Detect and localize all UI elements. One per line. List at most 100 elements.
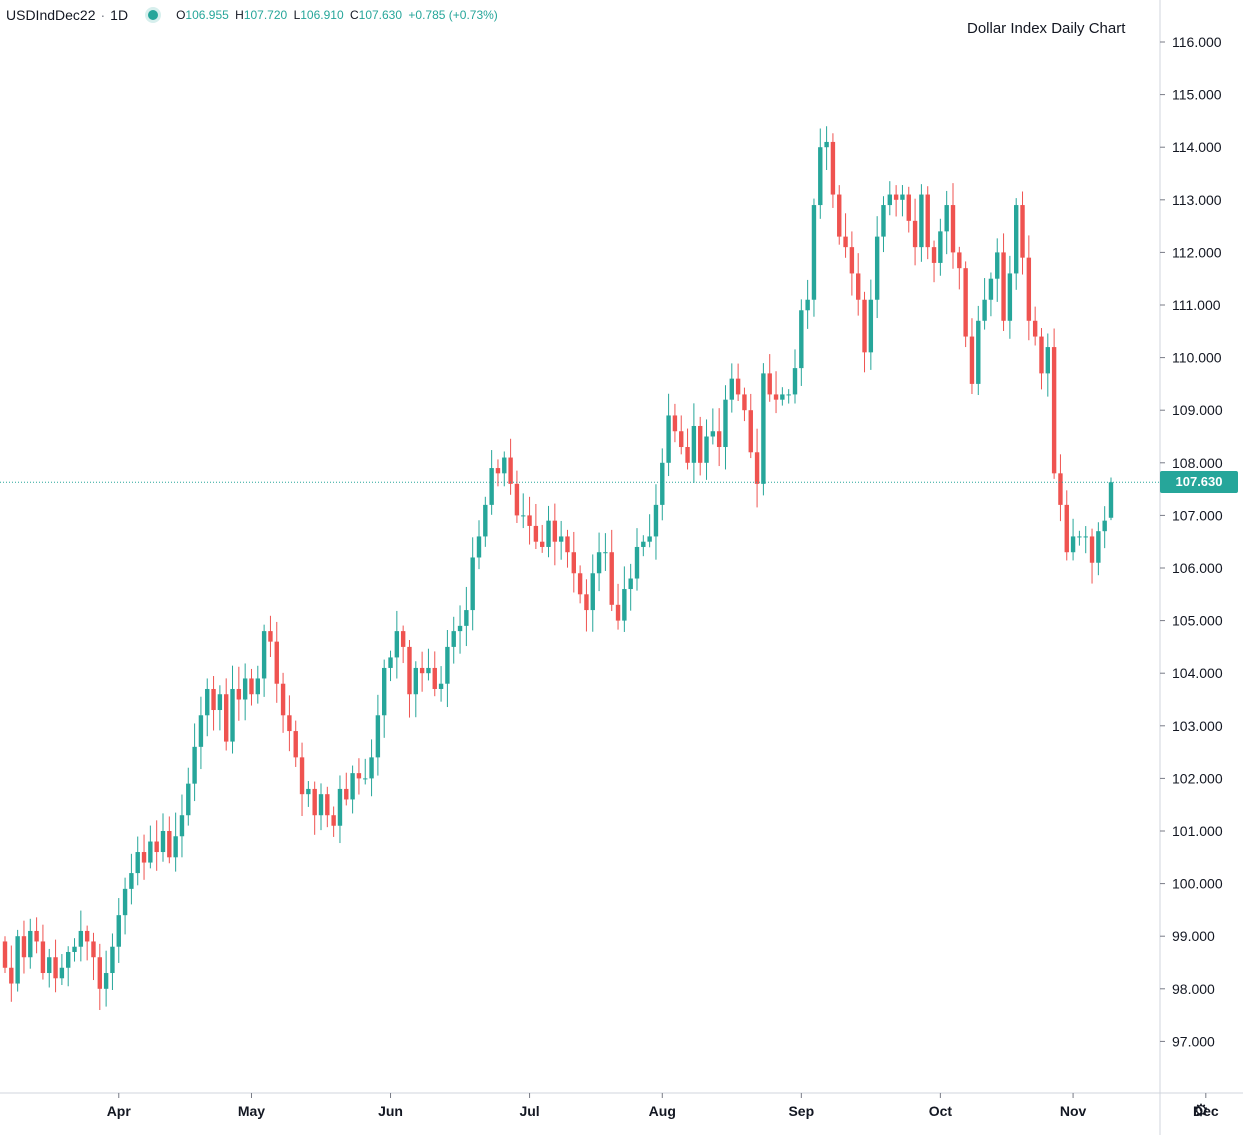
x-tick-label: Oct [929,1103,953,1119]
candle-body [767,373,772,395]
symbol-label[interactable]: USDIndDec22 [6,7,96,23]
candle-body [748,410,753,453]
candle-body [881,205,886,237]
candle-body [400,631,406,647]
candle-body [154,841,159,853]
gear-icon[interactable]: ⚙ [1193,1101,1209,1120]
candle-body [325,794,330,816]
candle-body [141,852,147,863]
candle-body [59,967,65,979]
separator: · [100,7,106,23]
candle-body [944,205,949,232]
candle-body [805,299,810,311]
candle-body [438,683,444,689]
candle-body [53,957,58,979]
candle-body [584,594,589,611]
candle-body [445,646,450,684]
candle-body [495,468,501,474]
candle-body [982,299,987,321]
y-tick-label: 111.000 [1172,297,1221,313]
candle-body [666,415,671,463]
candle-body [337,788,343,826]
candle-body [660,462,665,505]
x-tick-label: May [238,1103,265,1119]
candle-body [704,436,709,463]
candle-body [912,220,918,248]
candle-body [230,688,235,742]
candle-body [344,788,349,800]
candle-body [9,967,14,984]
y-tick-label: 98.000 [1172,981,1215,997]
close-label: C [349,8,359,22]
candle-body [919,194,924,248]
candle-body [179,815,185,837]
candle-body [969,336,975,384]
candle-body [502,457,507,474]
candle-body [242,678,248,700]
candle-body [647,536,652,542]
candle-body [1026,257,1032,321]
candle-body [1058,473,1063,505]
candle-body [331,815,336,826]
candle-body [508,457,513,484]
candle-body [1083,536,1088,538]
candle-body [571,552,576,574]
candle-body [691,425,697,463]
interval-label[interactable]: 1D [110,7,129,23]
candle-body [634,546,640,579]
candle-body [856,273,861,300]
x-tick-label: Jul [519,1103,539,1119]
candle-body [761,373,766,484]
candle-body [521,515,526,517]
candle-body [874,236,880,300]
candle-body [963,268,968,337]
candle-body [413,667,418,695]
last-price-label: 107.630 [1160,471,1238,494]
candle-body [274,641,279,684]
low-label: L [293,8,301,22]
candle-body [780,394,785,400]
x-tick-label: Dec [1193,1103,1219,1119]
candle-body [148,841,153,863]
candle-body [293,731,298,758]
y-tick-label: 108.000 [1172,455,1223,471]
candle-body [596,552,602,574]
candle-body [318,794,324,816]
candle-body [830,141,836,195]
candle-body [72,946,77,952]
candle-body [470,557,475,611]
y-tick-label: 103.000 [1172,718,1223,734]
candle-body [236,688,242,700]
x-tick-label: Sep [788,1103,814,1119]
candle-body [382,667,387,716]
candle-body [116,915,121,947]
candle-body [489,468,494,505]
candle-body [356,773,362,779]
candle-body [679,431,684,448]
candle-body [375,715,381,758]
x-tick-label: Nov [1060,1103,1087,1119]
candle-body [710,431,716,437]
candle-body [546,520,551,547]
candle-body [1045,347,1050,374]
candle-body [287,715,292,732]
candle-body [792,368,798,395]
candle-body [653,504,659,537]
candle-body [312,788,317,816]
y-tick-label: 110.000 [1172,350,1222,366]
candle-body [862,299,867,353]
candle-body [66,951,71,968]
candle-body [224,694,229,742]
candle-body [672,415,678,432]
candle-body [723,399,728,448]
candle-body [906,194,911,221]
candle-body [15,936,20,984]
chart-title: Dollar Index Daily Chart [967,20,1126,37]
candle-body [306,788,311,795]
y-tick-label: 105.000 [1172,613,1223,629]
candle-body [603,552,608,554]
candle-body [1077,536,1082,538]
y-tick-label: 109.000 [1172,402,1223,418]
candle-body [1039,336,1044,374]
